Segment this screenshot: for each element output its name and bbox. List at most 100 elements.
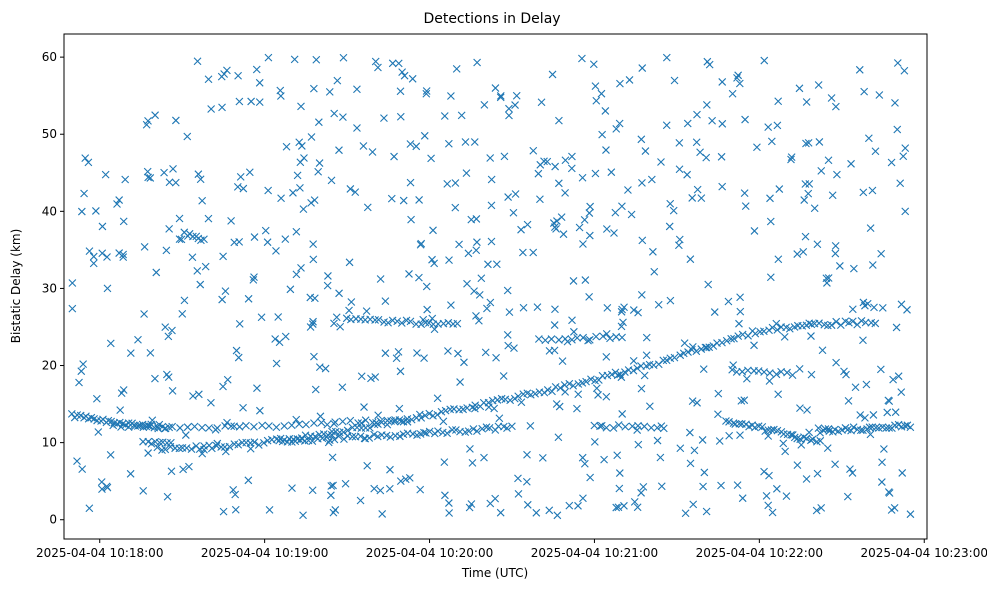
detection-marker: [315, 159, 324, 167]
detection-marker: [764, 501, 773, 510]
track-detection-marker: [616, 370, 624, 379]
detection-marker: [735, 79, 744, 88]
detection-marker: [766, 217, 775, 226]
track-detection-marker: [330, 435, 339, 444]
detection-marker: [481, 348, 490, 357]
track-detection-marker: [272, 423, 281, 432]
detection-marker: [292, 415, 301, 424]
detection-marker: [121, 175, 130, 184]
detection-marker: [406, 140, 415, 148]
track-detection-marker: [599, 332, 607, 341]
detection-marker: [686, 459, 695, 468]
detection-marker: [126, 469, 135, 478]
track-detection-marker: [585, 335, 594, 344]
detection-marker: [580, 216, 589, 224]
detection-marker: [244, 294, 253, 303]
detection-marker: [553, 217, 561, 225]
detection-marker: [371, 57, 380, 66]
detection-marker: [441, 491, 449, 500]
detection-marker: [487, 175, 496, 184]
detection-marker: [877, 249, 886, 258]
detection-marker: [688, 194, 697, 202]
detection-marker: [333, 76, 342, 85]
detection-marker: [444, 499, 453, 507]
track-detection-marker: [139, 423, 148, 432]
detection-marker: [219, 252, 227, 261]
detection-marker: [407, 215, 415, 224]
detection-marker: [634, 308, 642, 317]
detection-marker: [463, 279, 471, 288]
detection-marker: [252, 65, 261, 74]
detection-marker: [345, 258, 354, 267]
detection-marker: [799, 247, 808, 256]
detection-marker: [492, 260, 501, 269]
detection-marker: [779, 439, 788, 448]
detection-marker: [585, 209, 594, 217]
detection-marker: [876, 365, 885, 374]
detection-marker: [766, 194, 774, 203]
detection-marker: [555, 116, 563, 125]
detection-marker: [430, 259, 439, 268]
track-detection-marker: [687, 345, 696, 354]
detection-marker: [165, 225, 174, 233]
track-detection-marker: [354, 419, 363, 427]
detection-marker: [394, 59, 403, 68]
detection-marker: [523, 220, 532, 229]
detection-marker: [374, 411, 383, 420]
detection-marker: [866, 224, 875, 233]
detection-marker: [422, 89, 431, 98]
detection-marker: [803, 406, 811, 414]
detection-marker: [335, 146, 343, 155]
track-detection-marker: [452, 426, 460, 434]
x-tick-label: 2025-04-04 10:20:00: [366, 546, 493, 560]
detection-marker: [767, 137, 776, 146]
detection-marker: [519, 303, 528, 312]
detection-marker: [568, 316, 576, 325]
detection-marker: [849, 264, 858, 273]
track-detection-marker: [484, 398, 493, 407]
track-detection-marker: [371, 316, 379, 324]
detection-marker: [768, 508, 777, 517]
track-detection-marker: [183, 423, 192, 432]
detection-marker: [831, 249, 840, 258]
detection-marker: [728, 89, 737, 98]
detection-marker: [760, 467, 768, 476]
detection-marker: [307, 133, 316, 141]
detection-marker: [734, 71, 743, 80]
detection-marker: [396, 367, 405, 376]
detection-marker: [171, 116, 180, 125]
detection-marker: [690, 446, 699, 455]
detection-marker: [439, 417, 448, 426]
detection-marker: [467, 500, 476, 508]
detection-marker: [151, 374, 159, 383]
detection-marker: [674, 241, 683, 250]
detection-marker: [179, 465, 188, 474]
track-detection-marker: [808, 435, 817, 444]
track-detection-marker: [155, 438, 164, 447]
detection-marker: [257, 313, 266, 322]
detection-marker: [559, 230, 568, 239]
detection-marker: [336, 322, 345, 331]
detection-marker: [353, 85, 361, 94]
detection-marker: [637, 384, 646, 393]
chart-title: Detections in Delay: [423, 11, 560, 27]
detection-marker: [796, 404, 804, 412]
detection-marker: [814, 81, 823, 89]
track-detection-marker: [765, 326, 773, 335]
detection-marker: [704, 280, 713, 289]
detection-marker: [293, 171, 302, 180]
detection-marker: [775, 185, 784, 193]
detection-marker: [492, 353, 500, 362]
detection-marker: [394, 348, 403, 356]
detection-marker: [729, 361, 738, 370]
detection-marker: [717, 481, 725, 490]
detection-marker: [901, 207, 910, 216]
detection-marker: [859, 336, 867, 345]
detection-marker: [638, 236, 647, 245]
detection-marker: [592, 384, 601, 393]
detection-marker: [641, 147, 650, 155]
detection-marker: [68, 304, 77, 313]
detection-marker: [529, 248, 538, 257]
marker-layer: [67, 53, 915, 520]
track-detection-marker: [510, 394, 519, 403]
